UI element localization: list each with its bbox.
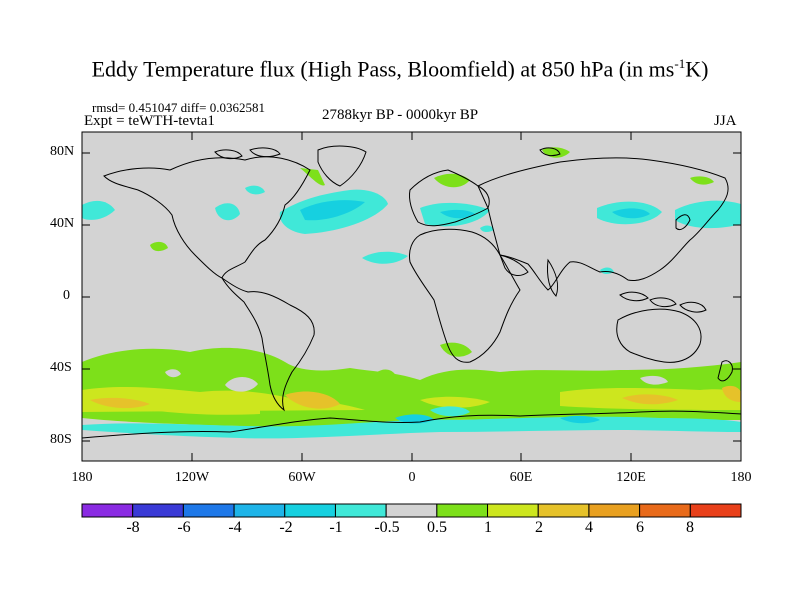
lon-label-60e: 60E [509, 470, 533, 485]
season-label: JJA [714, 113, 737, 129]
experiment-label: Expt = teWTH-tevta1 [84, 113, 215, 129]
lon-label-120e: 120E [616, 470, 646, 485]
colorbar-label-m1: -1 [329, 519, 343, 536]
rmsd-diff-stats: rmsd= 0.451047 diff= 0.0362581 [92, 100, 265, 115]
map-title: Eddy Temperature flux (High Pass, Bloomf… [91, 56, 709, 82]
lat-label-40s: 40S [50, 360, 72, 375]
colorbar-label-p05: 0.5 [427, 519, 447, 536]
lon-label-0: 0 [408, 470, 416, 485]
lon-label-180e: 180 [730, 470, 752, 485]
colorbar-label-m4: -4 [228, 519, 242, 536]
colorbar-label-p6: 6 [636, 519, 644, 536]
colorbar-label-p8: 8 [686, 519, 694, 536]
colorbar-box [233, 503, 286, 518]
colorbar-box [284, 503, 336, 518]
colorbar-box [436, 503, 489, 518]
lon-label-120w: 120W [174, 470, 210, 485]
lat-label-80s: 80S [50, 432, 72, 447]
colorbar-label-p2: 2 [535, 519, 543, 536]
colorbar-box [487, 503, 539, 518]
colorbar-box [132, 503, 184, 518]
colorbar-box [689, 503, 742, 518]
colorbar-label-m8: -8 [126, 519, 140, 536]
southern-moderate-band [82, 386, 741, 415]
coastlines [81, 145, 742, 439]
southern-strong-core [90, 385, 741, 409]
period-label: 2788kyr BP - 0000kyr BP [322, 107, 479, 123]
colorbar-label-p4: 4 [585, 519, 593, 536]
lat-label-0: 0 [63, 288, 70, 303]
lat-label-80n: 80N [50, 144, 75, 159]
axis-ticks [82, 132, 741, 461]
colorbar-box [182, 503, 235, 518]
colorbar-box [639, 503, 691, 518]
colorbar-box [588, 503, 641, 518]
colorbar-boxes [81, 503, 742, 518]
colorbar-label-m6: -6 [177, 519, 191, 536]
lon-label-180w: 180 [71, 470, 93, 485]
southern-neutral-islands [165, 369, 668, 392]
colorbar-label-m2: -2 [279, 519, 293, 536]
lon-label-60w: 60W [288, 470, 316, 485]
lat-label-40n: 40N [50, 216, 75, 231]
colorbar-label-m05: -0.5 [374, 519, 400, 536]
colorbar-box [537, 503, 590, 518]
colorbar-box [385, 503, 438, 518]
colorbar-box [334, 503, 387, 518]
colorbar-label-p1: 1 [484, 519, 492, 536]
colorbar-box [81, 503, 134, 518]
